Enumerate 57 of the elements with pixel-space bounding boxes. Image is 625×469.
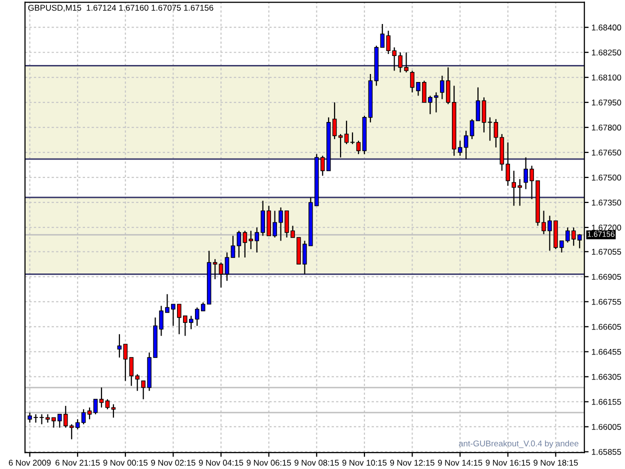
candlestick bbox=[111, 404, 116, 418]
x-tick-label: 9 Nov 14:15 bbox=[438, 460, 482, 466]
candlestick bbox=[356, 140, 361, 155]
candlestick bbox=[93, 398, 98, 415]
candlestick bbox=[332, 102, 337, 140]
y-tick-label: 1.67800 bbox=[592, 124, 622, 131]
y-tick-label: 1.67055 bbox=[592, 248, 622, 255]
candlestick bbox=[212, 258, 218, 280]
y-tick-label: 1.68100 bbox=[592, 74, 622, 80]
candlestick bbox=[242, 230, 248, 258]
candlestick bbox=[338, 134, 343, 158]
annotation: ant-GUBreakout_V.0.4 by andee bbox=[458, 440, 578, 448]
x-tick-label: 9 Nov 00:15 bbox=[103, 460, 148, 466]
x-tick-label: 9 Nov 04:15 bbox=[198, 460, 244, 466]
candlestick bbox=[464, 130, 468, 160]
candlestick bbox=[230, 235, 236, 258]
y-tick-label: 1.66755 bbox=[592, 298, 622, 305]
x-tick-label: 6 Nov 2009 bbox=[8, 460, 51, 466]
y-tick-label: 1.67650 bbox=[592, 150, 622, 156]
candlestick bbox=[87, 407, 92, 420]
candlestick bbox=[476, 86, 480, 122]
candlestick bbox=[105, 398, 110, 410]
candlestick bbox=[224, 252, 230, 282]
y-tick-label: 1.67500 bbox=[592, 174, 622, 181]
candlestick bbox=[117, 334, 122, 358]
candlestick bbox=[482, 96, 486, 133]
candlestick bbox=[350, 132, 355, 145]
y-tick-label: 1.67200 bbox=[592, 224, 622, 231]
x-tick-label: 6 Nov 21:15 bbox=[56, 460, 100, 466]
y-tick-label: 1.66155 bbox=[592, 398, 622, 405]
candlestick bbox=[81, 408, 86, 425]
y-tick-label: 1.66005 bbox=[592, 424, 622, 430]
x-tick-label: 9 Nov 06:15 bbox=[246, 460, 291, 466]
y-tick-label: 1.66305 bbox=[592, 374, 622, 380]
y-tick-label: 1.67350 bbox=[592, 200, 622, 206]
x-tick-label: 9 Nov 12:15 bbox=[390, 460, 434, 466]
y-tick-label: 1.68400 bbox=[592, 24, 622, 30]
y-tick-label: 1.66605 bbox=[592, 324, 622, 330]
y-tick-label: 1.67950 bbox=[592, 100, 622, 106]
y-tick-label: 1.65855 bbox=[592, 448, 622, 455]
candlestick bbox=[488, 116, 492, 142]
y-tick-label: 1.66905 bbox=[592, 274, 622, 280]
candlestick bbox=[494, 118, 498, 148]
candlestick bbox=[99, 386, 104, 408]
y-tick-label: 1.66455 bbox=[592, 348, 622, 355]
candlestick bbox=[344, 120, 349, 145]
y-tick-label: 1.68250 bbox=[592, 50, 622, 56]
candlestick bbox=[236, 230, 242, 258]
x-tick-label: 9 Nov 02:15 bbox=[151, 460, 196, 466]
candlestick bbox=[218, 262, 224, 288]
x-tick-label: 9 Nov 10:15 bbox=[342, 460, 387, 466]
x-tick-label: 9 Nov 16:15 bbox=[486, 460, 530, 466]
x-tick-label: 9 Nov 18:15 bbox=[534, 460, 578, 466]
chart-title: GBPUSD,M15 1.67124 1.67160 1.67075 1.67156 bbox=[28, 4, 214, 12]
candlestick bbox=[458, 140, 462, 156]
x-tick-label: 9 Nov 08:15 bbox=[294, 460, 339, 466]
candlestick bbox=[470, 118, 474, 140]
